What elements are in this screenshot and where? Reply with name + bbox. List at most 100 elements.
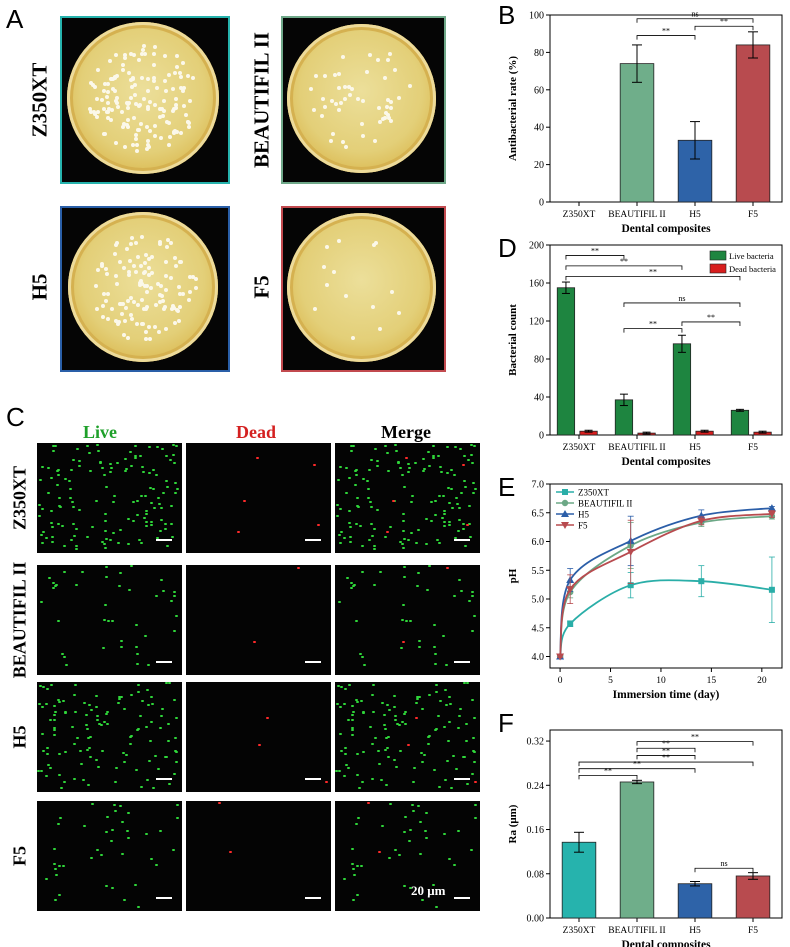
live-cell	[89, 857, 93, 860]
live-cell	[378, 763, 382, 766]
live-cell	[102, 647, 106, 650]
significance-label: **	[707, 313, 715, 322]
live-cell	[170, 523, 174, 526]
legend-label: H5	[578, 510, 589, 520]
bacterial-colony	[144, 337, 149, 342]
bacterial-colony	[89, 109, 94, 114]
bacterial-colony	[134, 143, 139, 148]
bacterial-colony	[127, 259, 132, 264]
live-cell	[432, 646, 436, 649]
live-cell	[383, 444, 387, 447]
live-cell	[167, 682, 171, 685]
live-cell	[166, 485, 170, 488]
live-cell	[141, 470, 145, 473]
live-cell	[410, 532, 414, 535]
bacterial-colony	[313, 306, 318, 311]
live-cell	[417, 646, 421, 649]
live-cell	[53, 847, 57, 850]
bacterial-colony	[161, 299, 166, 304]
live-cell	[356, 773, 360, 776]
bacterial-colony	[170, 108, 175, 113]
live-cell	[41, 531, 45, 534]
live-cell	[447, 695, 451, 698]
bacterial-colony	[158, 106, 163, 111]
live-cell	[63, 545, 67, 548]
live-cell	[351, 726, 355, 729]
live-cell	[396, 461, 400, 464]
live-cell	[466, 458, 470, 461]
bacterial-colony	[122, 56, 127, 61]
live-cell	[40, 770, 44, 773]
bacterial-colony	[133, 270, 138, 275]
bacterial-colony	[156, 282, 161, 287]
bacterial-colony	[171, 129, 176, 134]
live-cell	[446, 487, 450, 490]
bacterial-colony	[118, 259, 123, 264]
bacterial-colony	[106, 100, 111, 105]
bacterial-colony	[112, 252, 117, 257]
bacterial-colony	[131, 115, 136, 120]
live-cell	[449, 702, 453, 705]
live-cell	[130, 693, 133, 696]
live-cell	[167, 722, 171, 725]
live-cell	[373, 737, 377, 740]
live-cell	[337, 601, 341, 604]
live-cell	[111, 829, 115, 832]
live-cell	[418, 696, 422, 699]
live-cell	[38, 479, 42, 482]
live-cell	[52, 581, 56, 584]
bacterial-colony	[164, 326, 168, 331]
live-cell	[351, 705, 355, 708]
bacterial-colony	[121, 121, 126, 126]
bacterial-colony	[96, 110, 101, 115]
y-tick-label: 160	[529, 279, 544, 290]
marker-triangle	[566, 586, 575, 594]
live-cell	[156, 496, 160, 499]
live-cell	[394, 718, 398, 721]
live-cell	[145, 525, 149, 528]
bacterial-colony	[94, 114, 99, 119]
live-cell	[119, 572, 123, 575]
live-cell	[393, 759, 397, 762]
live-cell	[349, 449, 353, 452]
live-cell	[41, 542, 45, 545]
live-cell	[116, 701, 120, 704]
live-cell	[338, 465, 342, 468]
live-cell	[105, 486, 109, 489]
bacterial-colony	[88, 107, 93, 112]
live-cell	[346, 767, 350, 770]
petri-dish-beautifil	[281, 16, 446, 184]
bacterial-colony	[336, 239, 341, 244]
y-tick-label: 6.0	[532, 537, 545, 548]
bacterial-colony	[372, 242, 377, 247]
live-cell	[62, 570, 66, 573]
live-cell	[161, 447, 165, 450]
bacterial-colony	[386, 58, 391, 63]
live-cell	[397, 854, 401, 857]
live-cell	[393, 500, 397, 503]
bacterial-colony	[178, 86, 183, 91]
bacterial-colony	[115, 100, 120, 105]
live-cell	[465, 682, 469, 685]
live-cell	[393, 444, 397, 447]
live-cell	[472, 717, 476, 720]
live-cell	[174, 481, 178, 484]
live-cell	[343, 536, 347, 539]
live-cell	[354, 470, 358, 473]
bacterial-colony	[162, 108, 167, 113]
scale-bar	[305, 897, 321, 899]
marker-square	[562, 489, 568, 495]
significance-bracket	[578, 774, 638, 780]
significance-label: **	[662, 746, 670, 755]
panel-label-e: E	[498, 472, 516, 502]
live-cell	[57, 823, 61, 826]
legend-label: F5	[578, 521, 588, 531]
live-cell	[456, 830, 460, 833]
live-cell	[453, 594, 457, 597]
live-cell	[63, 780, 67, 783]
live-cell	[53, 710, 57, 713]
live-cell	[95, 714, 99, 717]
live-cell	[173, 461, 177, 464]
significance-label: **	[691, 733, 699, 742]
bacterial-colony	[164, 259, 169, 264]
